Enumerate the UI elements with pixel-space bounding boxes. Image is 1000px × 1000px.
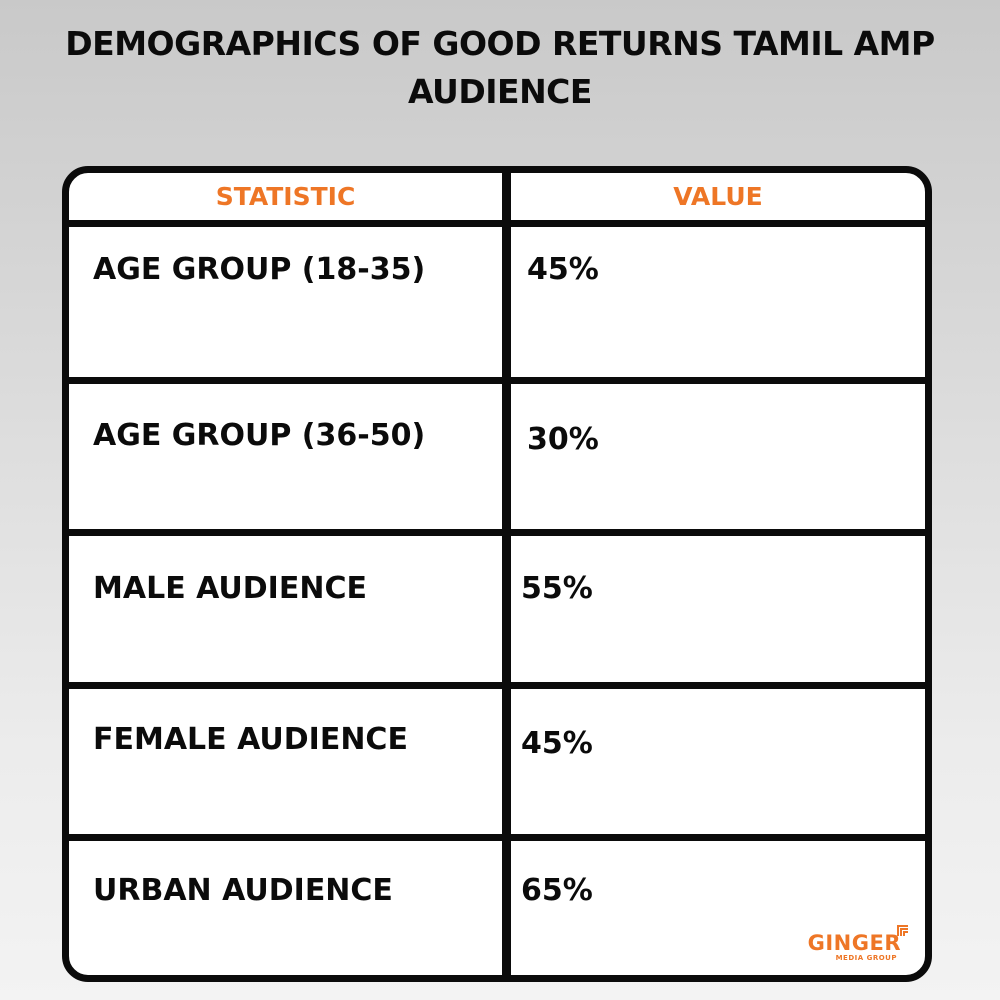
logo-subtitle: MEDIA GROUP: [835, 954, 897, 962]
row-divider: [69, 682, 925, 689]
table-row-statistic: URBAN AUDIENCE: [93, 873, 393, 908]
demographics-table: STATISTIC VALUE AGE GROUP (18-35) 45% AG…: [62, 166, 932, 982]
table-row-statistic: AGE GROUP (18-35): [93, 252, 426, 287]
row-divider: [69, 834, 925, 841]
ginger-logo: GINGER MEDIA GROUP: [805, 919, 915, 967]
table-row-value: 45%: [527, 252, 599, 287]
title-line-2: AUDIENCE: [408, 72, 592, 111]
logo-wordmark: GINGER: [807, 931, 901, 955]
brand-mark-icon: [897, 925, 908, 936]
table-row-statistic: MALE AUDIENCE: [93, 571, 367, 606]
column-divider: [502, 173, 511, 975]
table-row-value: 65%: [521, 873, 593, 908]
table-row-value: 45%: [521, 726, 593, 761]
header-divider: [69, 220, 925, 227]
row-divider: [69, 377, 925, 384]
table-row-statistic: FEMALE AUDIENCE: [93, 722, 408, 757]
header-statistic: STATISTIC: [215, 182, 356, 211]
header-value: VALUE: [673, 182, 763, 211]
row-divider: [69, 529, 925, 536]
table-row-statistic: AGE GROUP (36-50): [93, 418, 426, 453]
table-row-value: 30%: [527, 422, 599, 457]
page-title: DEMOGRAPHICS OF GOOD RETURNS TAMIL AMP A…: [0, 20, 1000, 116]
title-line-1: DEMOGRAPHICS OF GOOD RETURNS TAMIL AMP: [65, 24, 935, 63]
table-row-value: 55%: [521, 571, 593, 606]
